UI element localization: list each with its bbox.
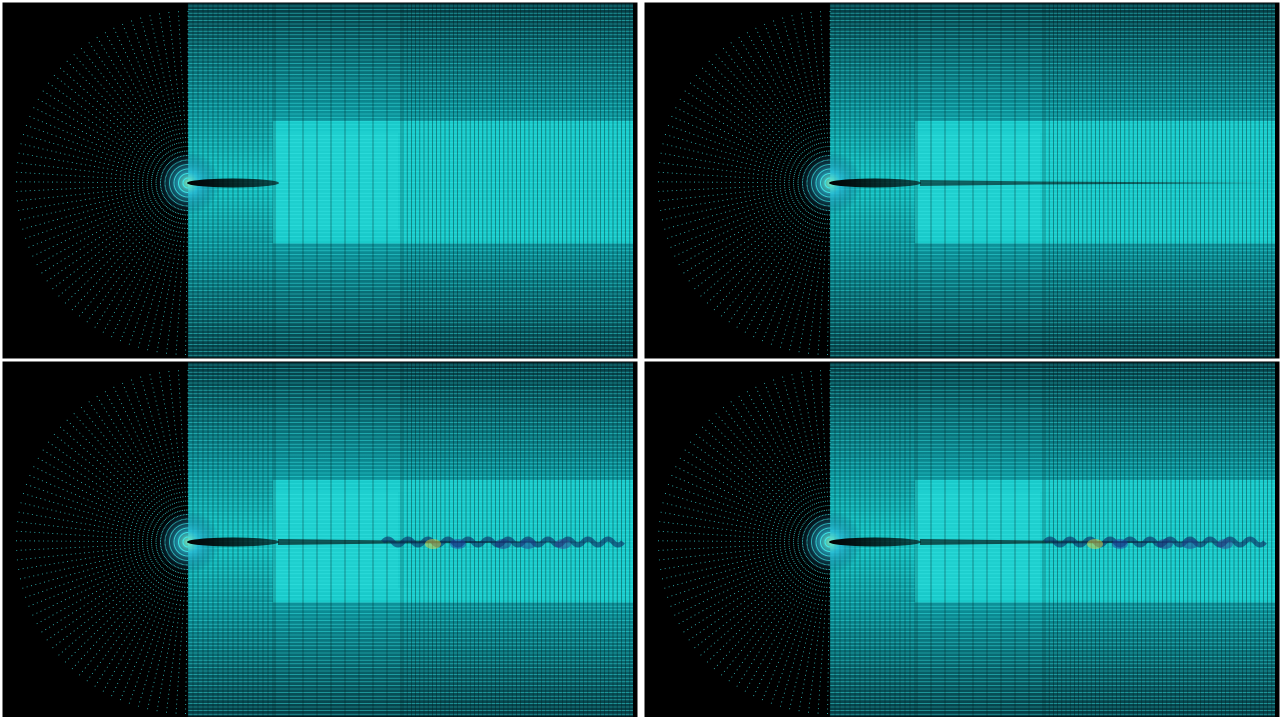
panel-view bbox=[3, 3, 637, 358]
vortex bbox=[1087, 539, 1103, 549]
panel bbox=[3, 362, 637, 717]
panel bbox=[645, 362, 1279, 717]
panel bbox=[3, 3, 637, 358]
vortex bbox=[495, 539, 511, 549]
panels bbox=[3, 3, 1279, 717]
panel-view bbox=[645, 3, 1279, 358]
vortex bbox=[450, 539, 466, 549]
vortex bbox=[1217, 539, 1233, 549]
vortex bbox=[555, 539, 571, 549]
panel bbox=[645, 3, 1279, 358]
vortex bbox=[520, 539, 536, 549]
vortex bbox=[1182, 539, 1198, 549]
simulation-grid bbox=[0, 0, 1283, 717]
vortex bbox=[425, 539, 441, 549]
vortex bbox=[1157, 539, 1173, 549]
page: (() => { const data = JSON.parse(documen… bbox=[0, 0, 1283, 717]
vortex bbox=[1112, 539, 1128, 549]
